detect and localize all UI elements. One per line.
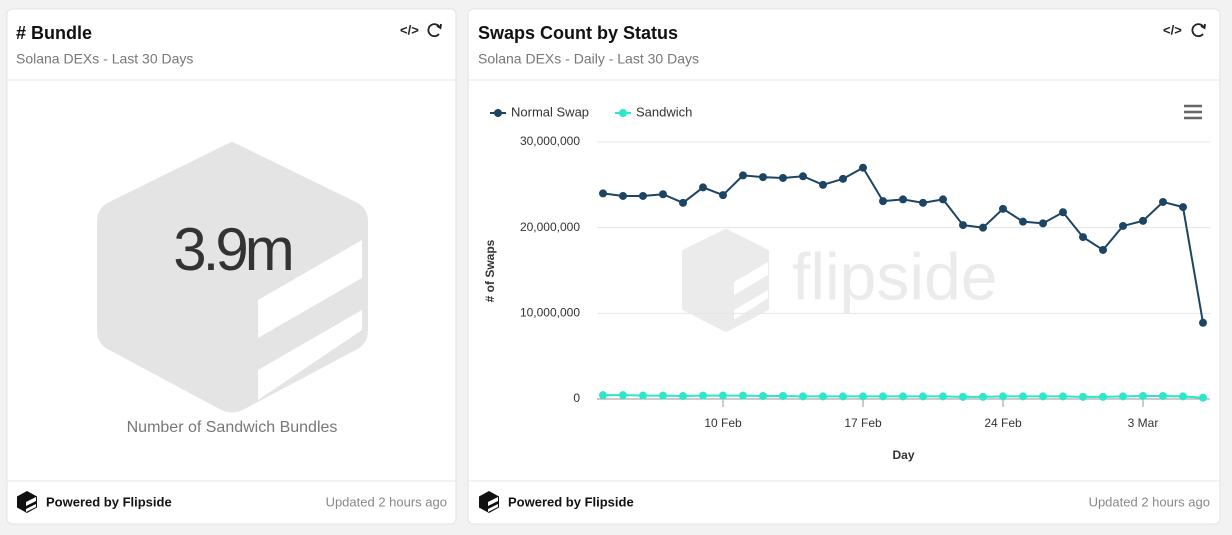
watermark-logo [97, 142, 368, 413]
y-tick-label: 10,000,000 [520, 306, 580, 320]
data-point [1159, 392, 1167, 401]
data-point [1159, 197, 1167, 206]
updated-text: Updated 2 hours ago [1089, 494, 1210, 509]
data-point [659, 190, 667, 199]
x-tick-label: 24 Feb [984, 416, 1022, 430]
data-point [1039, 392, 1047, 401]
data-point [1019, 217, 1027, 226]
card-title: Swaps Count by Status [478, 23, 678, 43]
data-point [979, 223, 987, 232]
data-point [1119, 392, 1127, 401]
updated-text: Updated 2 hours ago [326, 494, 447, 509]
refresh-icon[interactable] [1191, 23, 1206, 38]
data-point [1139, 392, 1147, 401]
data-point [1199, 393, 1207, 402]
data-point [1199, 318, 1207, 327]
x-tick-label: 10 Feb [704, 416, 742, 430]
data-point [879, 392, 887, 401]
legend-marker [619, 109, 627, 117]
data-point [819, 392, 827, 401]
data-point [839, 174, 847, 183]
data-point [759, 173, 767, 182]
data-point [799, 172, 807, 181]
data-point [1039, 219, 1047, 228]
chart-watermark-logo [682, 229, 769, 332]
data-point [859, 163, 867, 172]
legend-marker [494, 109, 502, 117]
data-point [599, 391, 607, 400]
chart: 0 10,000,000 20,000,000 30,000,000 10 Feb 17 … [483, 104, 1210, 462]
data-point [999, 204, 1007, 213]
data-point [1119, 221, 1127, 230]
card-subtitle: Solana DEXs - Daily - Last 30 Days [478, 51, 699, 67]
data-point [659, 391, 667, 400]
code-icon[interactable]: </> [400, 22, 419, 37]
data-point [1179, 203, 1187, 212]
data-point [919, 392, 927, 401]
menu-icon[interactable] [1184, 104, 1202, 120]
data-point [619, 191, 627, 200]
card-subtitle: Solana DEXs - Last 30 Days [16, 51, 193, 67]
y-tick-label: 30,000,000 [520, 134, 580, 148]
data-point [619, 391, 627, 400]
data-point [699, 183, 707, 192]
data-point [879, 197, 887, 206]
data-point [939, 392, 947, 401]
kpi-label: Number of Sandwich Bundles [127, 419, 338, 436]
data-point [1099, 245, 1107, 254]
data-point [899, 392, 907, 401]
data-point [839, 392, 847, 401]
data-point [599, 189, 607, 198]
data-point [739, 171, 747, 180]
data-point [1139, 216, 1147, 225]
data-point [1079, 233, 1087, 242]
data-point [1059, 392, 1067, 401]
data-point [899, 195, 907, 204]
data-point [959, 221, 967, 230]
code-icon[interactable]: </> [1163, 22, 1182, 37]
data-point [819, 180, 827, 189]
footer-logo [479, 491, 499, 513]
x-tick-label: 17 Feb [844, 416, 882, 430]
data-point [639, 191, 647, 200]
data-point [699, 391, 707, 400]
footer-logo [17, 491, 37, 513]
data-point [679, 198, 687, 207]
data-point [859, 392, 867, 401]
data-point [999, 392, 1007, 401]
y-axis-title: # of Swaps [483, 239, 497, 302]
y-tick-label: 0 [573, 391, 580, 405]
data-point [1099, 392, 1107, 401]
data-point [639, 391, 647, 400]
data-point [719, 391, 727, 400]
x-axis-title: Day [892, 448, 914, 462]
data-point [1059, 208, 1067, 217]
data-point [719, 191, 727, 200]
data-point [1179, 392, 1187, 401]
data-point [779, 173, 787, 182]
footer-text[interactable]: Powered by Flipside [508, 494, 634, 509]
data-point [979, 392, 987, 401]
refresh-icon[interactable] [427, 23, 442, 38]
card-title: # Bundle [16, 23, 92, 43]
data-point [1079, 392, 1087, 401]
x-tick-label: 3 Mar [1128, 416, 1159, 430]
data-point [799, 392, 807, 401]
legend-label: Sandwich [636, 104, 692, 119]
data-point [679, 392, 687, 401]
legend-label: Normal Swap [511, 104, 589, 119]
y-tick-label: 20,000,000 [520, 220, 580, 234]
data-point [739, 391, 747, 400]
chart-watermark: flipside [792, 239, 997, 313]
data-point [779, 392, 787, 401]
footer-text[interactable]: Powered by Flipside [46, 494, 172, 509]
data-point [1019, 392, 1027, 401]
data-point [759, 392, 767, 401]
data-point [919, 198, 927, 207]
data-point [939, 195, 947, 204]
kpi-value: 3.9m [173, 216, 291, 283]
data-point [959, 392, 967, 401]
